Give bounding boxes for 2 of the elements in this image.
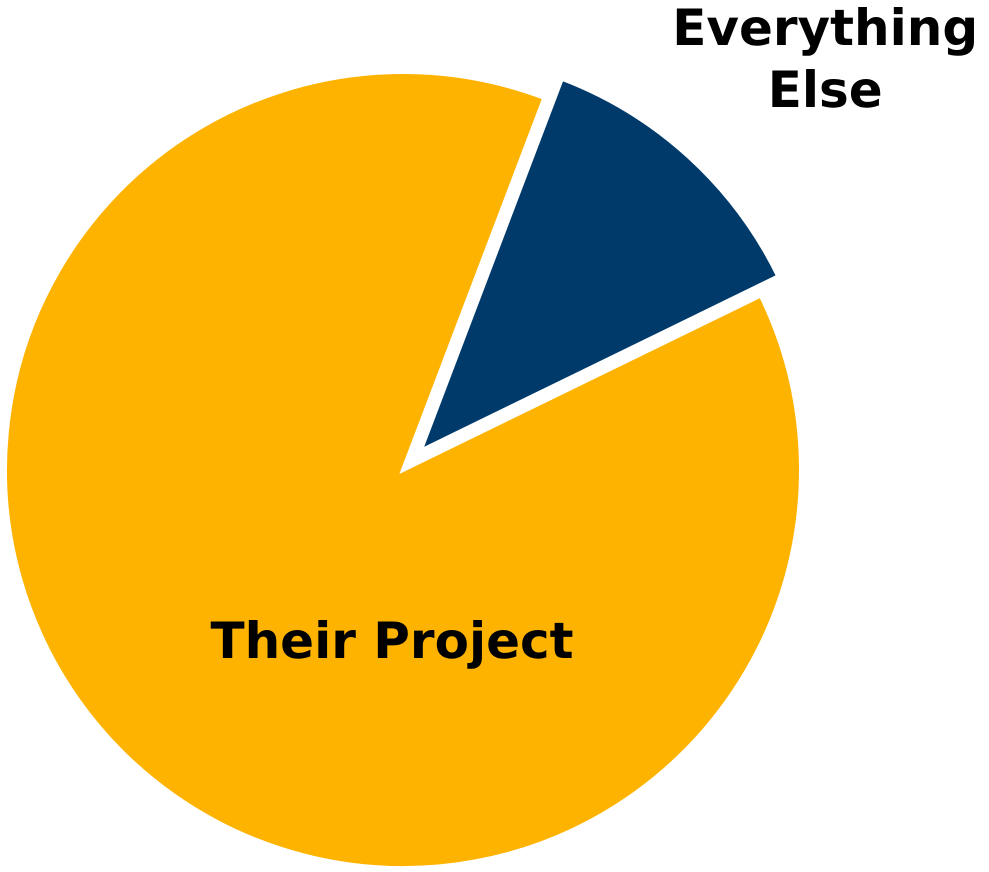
slice-label: Their Project xyxy=(210,612,574,670)
slice-label: Everything Else xyxy=(672,0,978,120)
